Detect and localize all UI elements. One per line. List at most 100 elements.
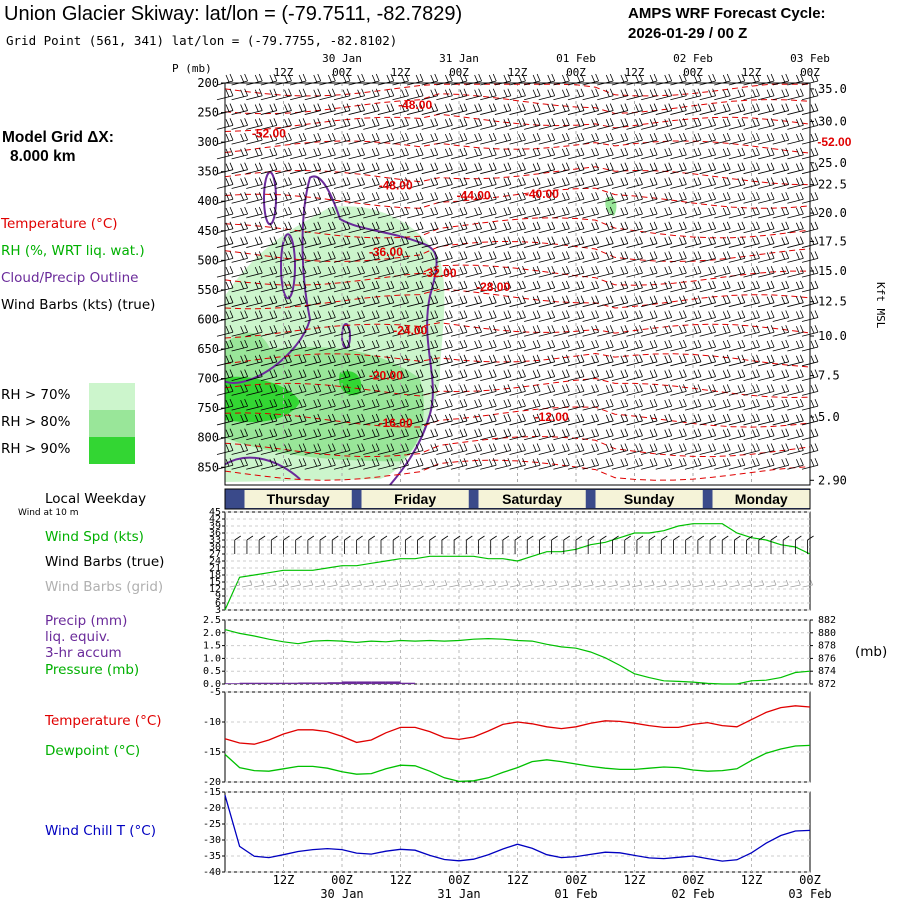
wind-spd-tick-label: 3	[215, 605, 221, 616]
wind-barb	[626, 88, 643, 101]
wind-barb	[524, 221, 541, 234]
wind-barb	[421, 265, 439, 278]
wind-barb	[626, 221, 643, 234]
wind-barb	[260, 177, 278, 189]
wind-barb	[611, 132, 629, 145]
wind-barb	[670, 384, 687, 396]
wind-barb	[319, 221, 336, 234]
wind-barb	[626, 192, 643, 204]
wind-barb	[392, 295, 409, 308]
wind-barb	[611, 265, 629, 278]
wind-barb	[597, 458, 614, 470]
precip-bar	[385, 681, 401, 684]
wind-barb	[421, 310, 439, 322]
wind-barb	[319, 251, 336, 263]
wind-barb-grid	[558, 579, 570, 588]
wind-spd-tick-label: 39	[209, 521, 221, 532]
wind-barb-grid	[522, 579, 533, 588]
wind-barb	[407, 369, 424, 381]
wind-barb	[787, 206, 804, 219]
wind-barb	[626, 280, 643, 293]
wind-barb	[333, 192, 351, 204]
wind-spd-tick-label: 33	[209, 535, 221, 546]
wind-barb	[465, 280, 482, 293]
wind-barb	[728, 206, 746, 219]
wind-barb	[450, 458, 468, 470]
wind-barb	[275, 458, 292, 470]
wind-barb	[787, 132, 804, 145]
wind-barb	[494, 354, 512, 367]
wind-barb	[524, 354, 541, 367]
wind-barb	[772, 369, 790, 381]
wind-barb-grid	[668, 579, 679, 588]
wind-barb	[641, 443, 658, 455]
wind-barb	[743, 177, 760, 189]
weekday-cell	[361, 490, 469, 508]
wind-barb	[728, 177, 746, 189]
wind-barb	[743, 325, 760, 337]
wind-barb	[494, 103, 512, 115]
wind-spd-tick-label: 6	[215, 598, 221, 609]
wind-barb	[363, 162, 380, 175]
wind-barb	[290, 147, 307, 160]
wind-barb	[392, 310, 409, 322]
wind-barb	[407, 192, 424, 204]
height-tick-label: 25.0	[818, 156, 847, 170]
wind-barb	[538, 369, 556, 381]
weekday-bar-frame	[224, 488, 811, 510]
wind-barb	[319, 265, 336, 278]
wind-barb	[714, 162, 731, 175]
wind-barb	[363, 384, 380, 396]
wind-barb	[567, 236, 585, 248]
wind-barb	[421, 103, 439, 115]
wind-barb	[684, 147, 702, 160]
bottom-date-label: 30 Jan	[320, 887, 363, 900]
wind-barb	[524, 325, 541, 337]
wind-barb	[538, 132, 556, 145]
precip-bar	[400, 682, 416, 684]
wind-barb-grid	[412, 579, 423, 588]
wind-barb	[509, 88, 526, 101]
wind-barb	[231, 295, 248, 308]
wind-barb	[407, 265, 424, 278]
wind-barb	[787, 354, 804, 367]
wind-barb	[699, 384, 716, 396]
wind-barb	[392, 221, 409, 234]
wind-barb	[494, 458, 512, 470]
wind-barb	[363, 310, 380, 322]
wind-barb	[509, 147, 526, 160]
wind-barb-grid	[363, 579, 375, 588]
top-date-label: 31 Jan	[439, 52, 479, 65]
wind-barb	[392, 132, 409, 145]
precip-label-line2: liq. equiv.	[45, 629, 111, 645]
wind-barb	[231, 206, 248, 219]
wind-barb	[772, 295, 790, 308]
wind-barb	[524, 132, 541, 145]
wind-barb	[670, 339, 687, 352]
wind-barb	[260, 310, 278, 322]
wind-barb	[450, 147, 468, 160]
wind-barb	[436, 413, 453, 426]
wind-barb	[509, 369, 526, 381]
wind-barb	[699, 221, 716, 234]
wind-barb	[714, 310, 731, 322]
wind-barb	[348, 236, 365, 248]
wind-barb	[611, 384, 629, 396]
wind-barb	[772, 251, 790, 263]
wind-barb	[377, 221, 395, 234]
wind-barb	[611, 413, 629, 426]
bottom-hour-label: 12Z	[624, 873, 646, 887]
pressure-tick-label: 500	[197, 253, 219, 267]
wind-barb	[436, 103, 453, 115]
wind-barb-grid	[680, 579, 692, 588]
wind-barb-grid	[656, 579, 667, 588]
wind-barb	[567, 206, 585, 219]
wind-barb-grid	[595, 579, 606, 588]
wind-barb	[772, 177, 790, 189]
wind-barb	[436, 295, 453, 308]
wind-barb	[787, 147, 804, 160]
temperature-contour	[224, 459, 811, 481]
wind-barb	[538, 177, 556, 189]
cloud-outline-lower	[224, 456, 301, 480]
wind-barb-grid	[254, 579, 265, 588]
